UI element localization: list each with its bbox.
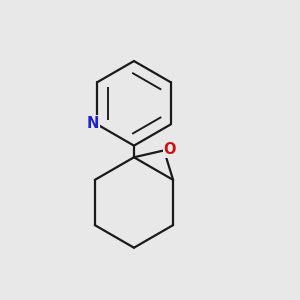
Text: O: O [164, 142, 176, 157]
Text: N: N [86, 116, 99, 131]
